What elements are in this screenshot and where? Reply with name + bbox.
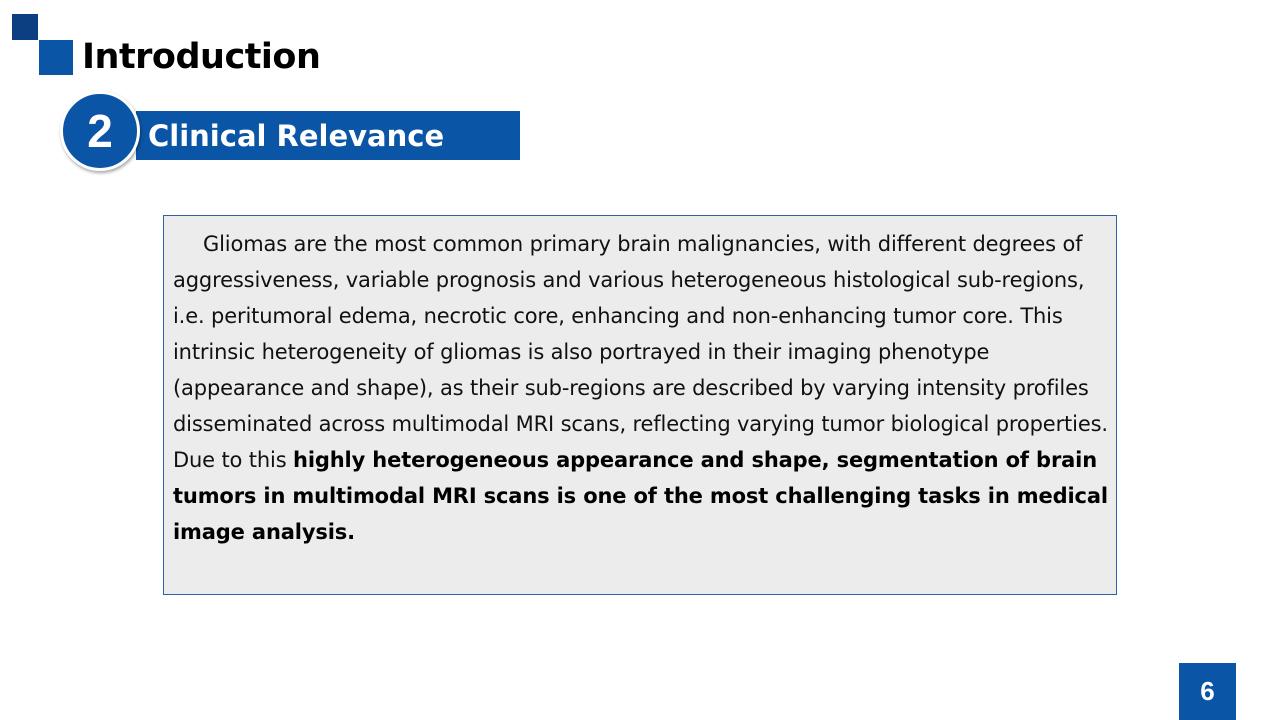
page-title: Introduction: [82, 37, 321, 77]
content-text-plain: Gliomas are the most common primary brai…: [173, 232, 1108, 472]
section-heading-bar: [136, 111, 520, 160]
content-paragraph: Gliomas are the most common primary brai…: [173, 226, 1108, 550]
corner-decoration-large: [39, 40, 73, 75]
page-number-badge: 6: [1179, 663, 1236, 720]
section-number-badge: 2: [60, 91, 140, 171]
section-heading-label: Clinical Relevance: [148, 119, 445, 153]
section-number: 2: [87, 105, 113, 157]
content-text-box: Gliomas are the most common primary brai…: [163, 215, 1117, 595]
content-text-emphasis: highly heterogeneous appearance and shap…: [173, 448, 1108, 544]
page-number: 6: [1200, 676, 1215, 706]
corner-decoration-small: [12, 14, 38, 40]
